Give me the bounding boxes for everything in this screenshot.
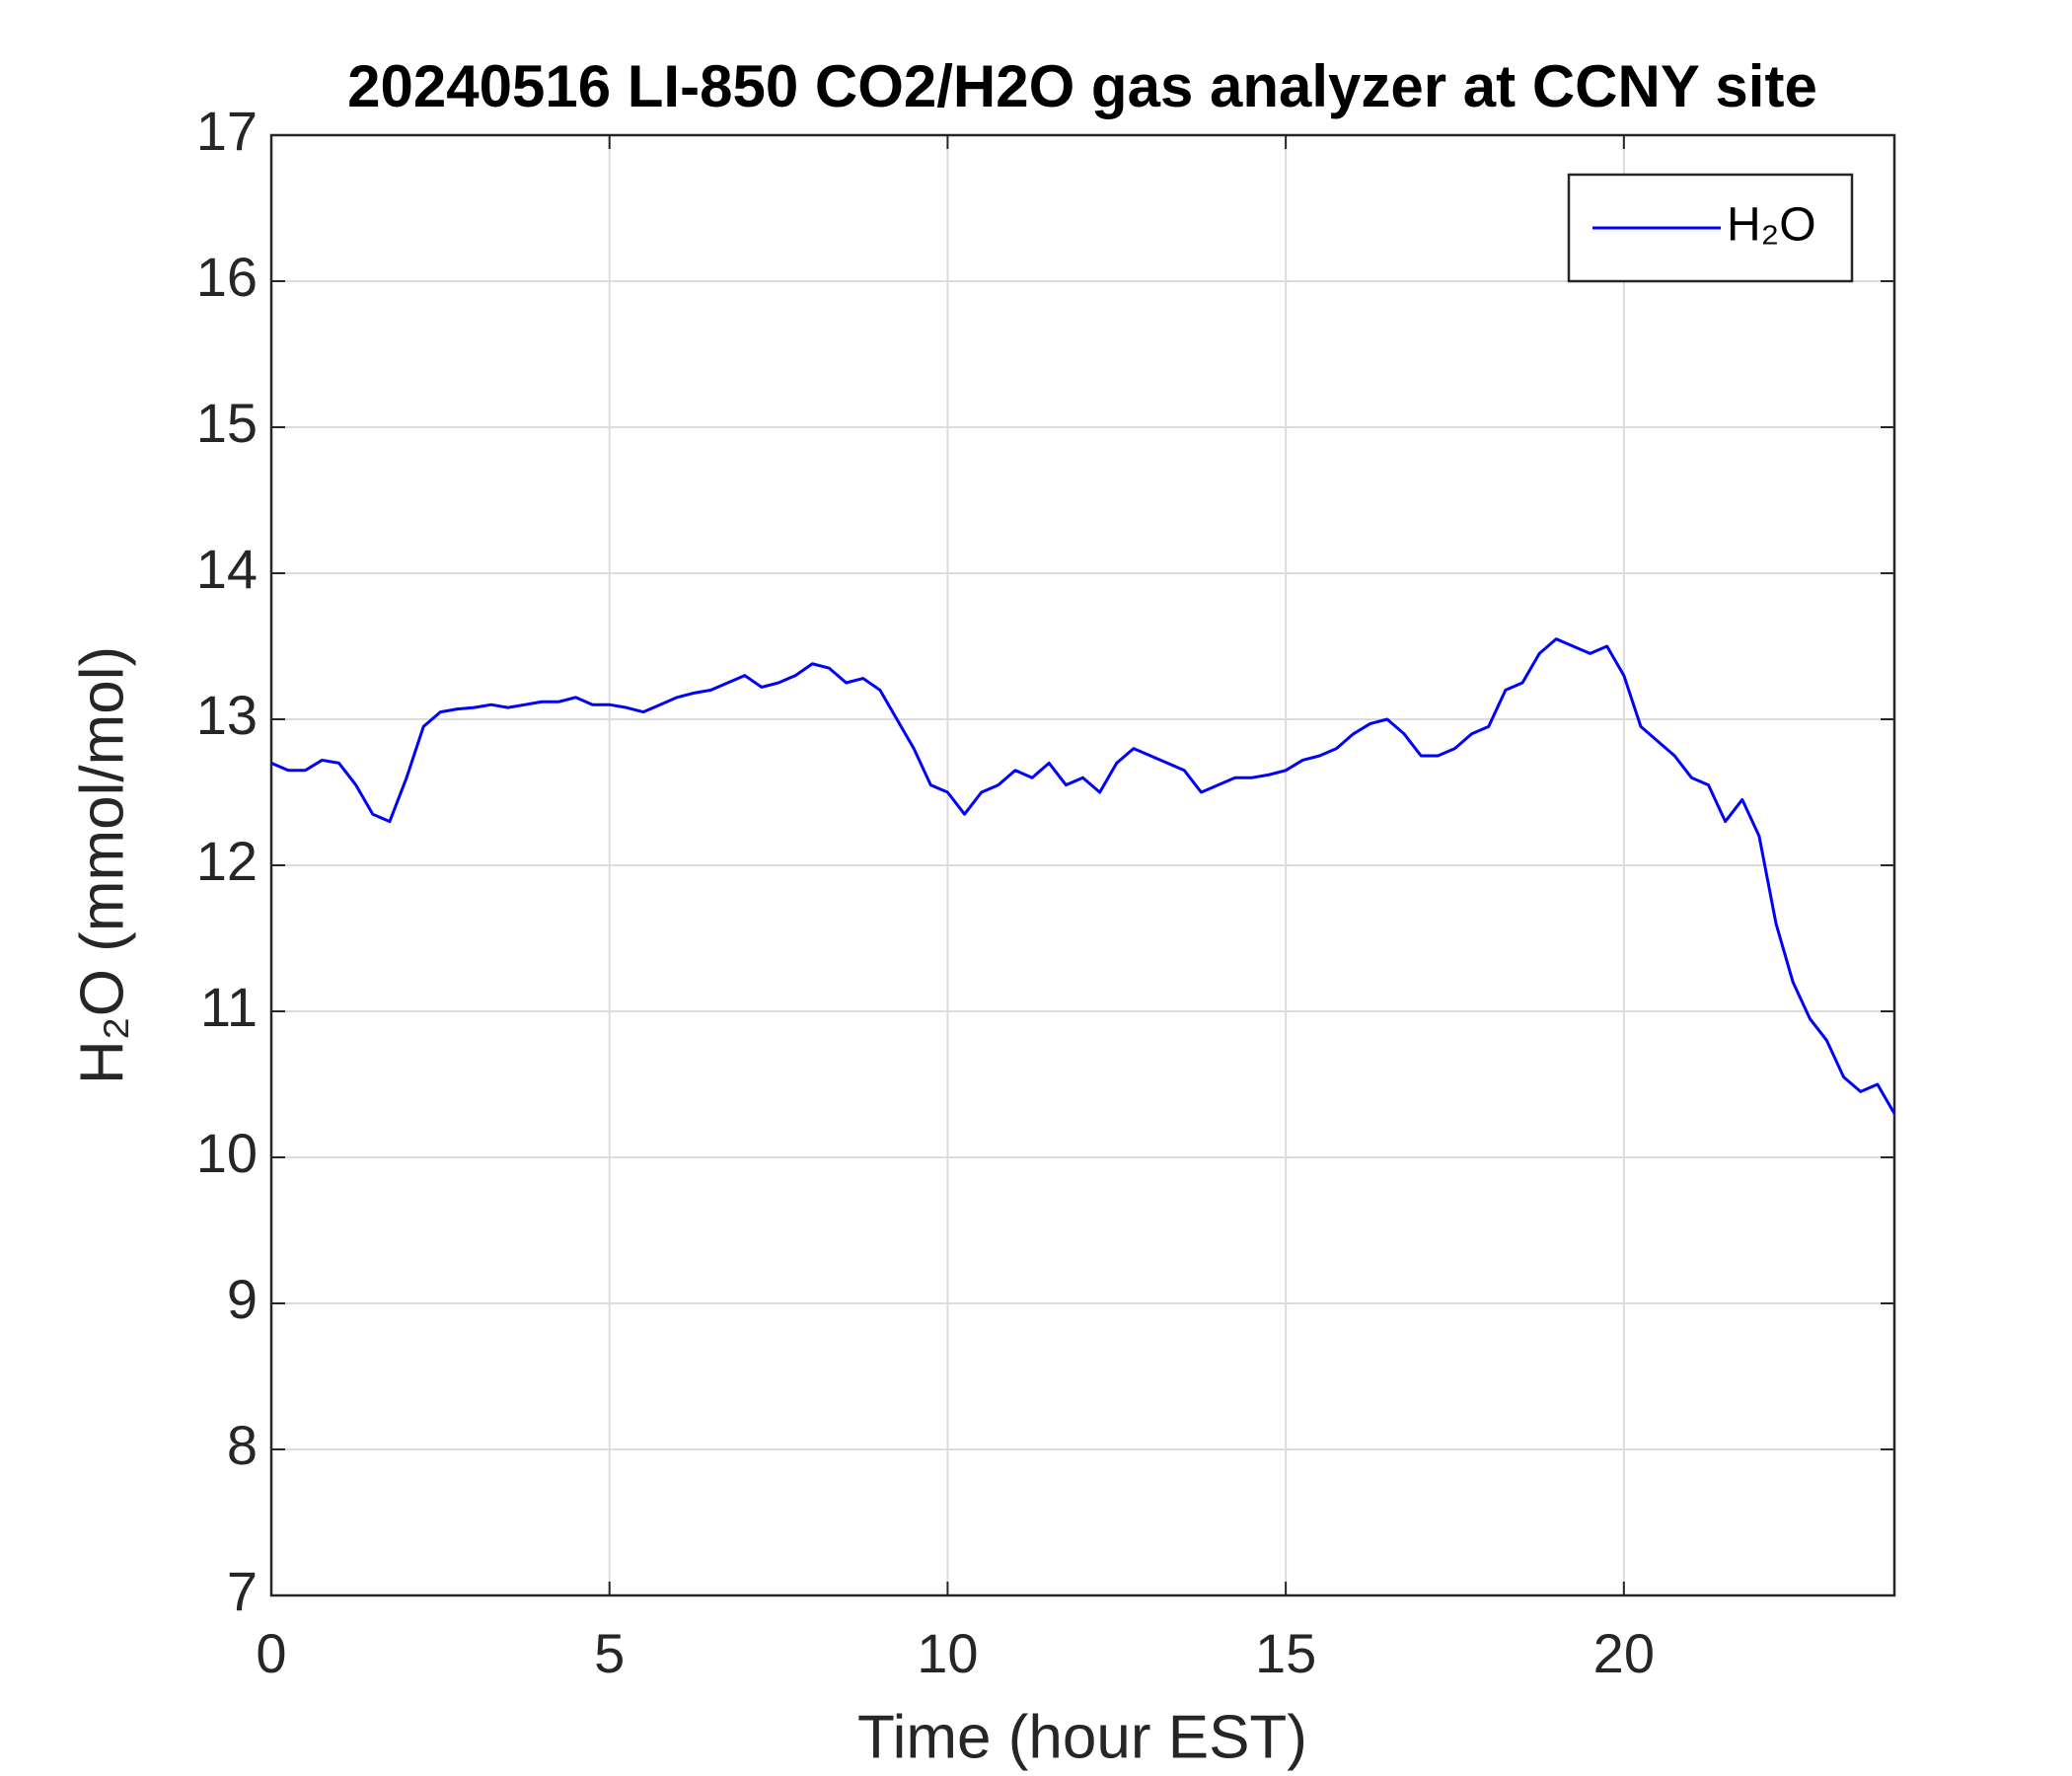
x-tick-label: 10 xyxy=(917,1622,978,1684)
y-tick-label: 7 xyxy=(227,1560,258,1622)
legend-label: H₂O xyxy=(1727,199,1816,252)
y-tick-label: 9 xyxy=(227,1268,258,1330)
y-tick-label: 11 xyxy=(200,976,258,1038)
x-tick-label: 20 xyxy=(1593,1622,1655,1684)
y-tick-label: 15 xyxy=(196,392,258,454)
y-tick-label: 17 xyxy=(196,100,258,162)
data-line xyxy=(270,637,1896,1115)
y-tick-label: 13 xyxy=(196,684,258,746)
chart-title: 20240516 LI-850 CO2/H2O gas analyzer at … xyxy=(347,53,1817,119)
y-tick-label: 10 xyxy=(196,1122,258,1184)
y-tick-label: 14 xyxy=(196,538,258,600)
y-tick-label: 12 xyxy=(196,830,258,892)
y-tick-label: 16 xyxy=(196,246,258,308)
x-tick-label: 15 xyxy=(1255,1622,1316,1684)
x-tick-label: 5 xyxy=(594,1622,625,1684)
x-axis-label: Time (hour EST) xyxy=(857,1703,1307,1771)
x-tick-label: 0 xyxy=(256,1622,286,1684)
y-axis-label: H₂O (mmol/mol) xyxy=(68,646,136,1084)
axes-box xyxy=(269,133,1896,1597)
y-tick-label: 8 xyxy=(227,1414,258,1476)
